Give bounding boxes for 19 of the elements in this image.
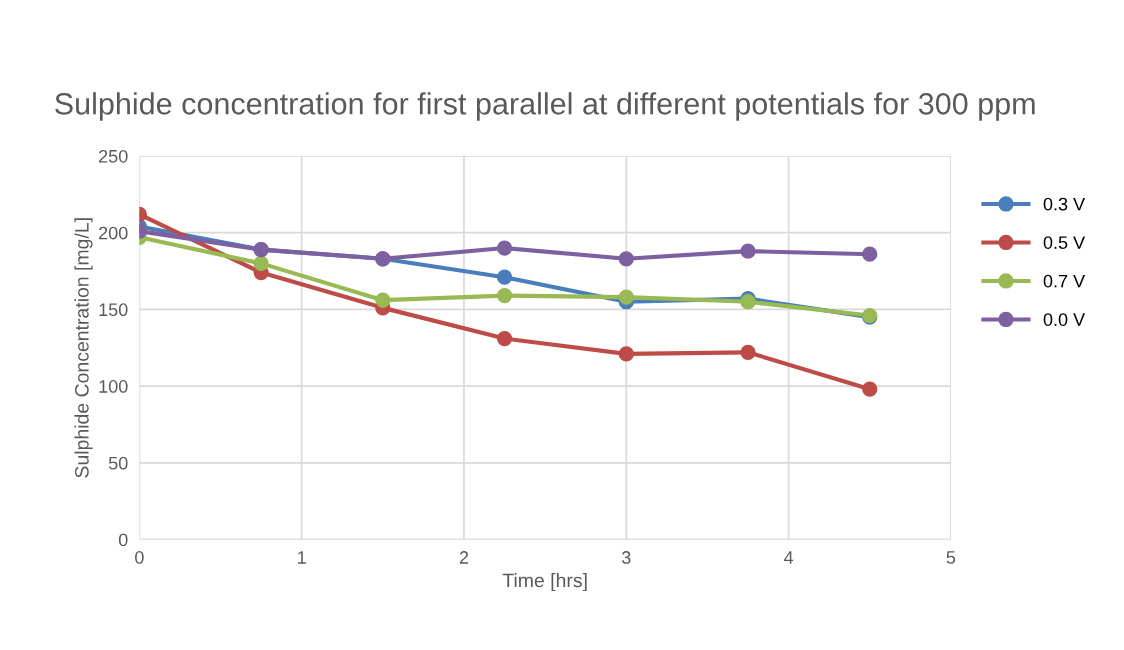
x-tick-label: 2 <box>459 551 469 564</box>
y-tick-label: 150 <box>99 303 128 317</box>
y-axis-title: Sulphide Concentration [mg/L] <box>74 218 93 478</box>
y-tick-label: 100 <box>99 380 128 393</box>
legend-label: 0.5 V <box>1043 236 1086 249</box>
legend-label: 0.0 V <box>1043 313 1086 326</box>
x-tick-label: 3 <box>621 551 631 564</box>
chart-title: Sulphide concentration for first parallel at different potentials for 300 ppm <box>55 92 1035 121</box>
x-tick-label: 5 <box>946 551 956 564</box>
x-tick-label: 4 <box>783 551 794 564</box>
y-tick-label: 0 <box>118 533 128 547</box>
y-tick-label: 250 <box>99 149 128 163</box>
y-tick-label: 200 <box>99 226 128 240</box>
y-tick-label: 50 <box>108 456 128 470</box>
legend-label: 0.7 V <box>1043 274 1086 288</box>
legend-label: 0.3 V <box>1043 197 1086 211</box>
x-axis-title: Time [hrs] <box>502 573 587 592</box>
x-tick-label: 0 <box>135 551 144 564</box>
x-tick-label: 1 <box>298 551 306 564</box>
